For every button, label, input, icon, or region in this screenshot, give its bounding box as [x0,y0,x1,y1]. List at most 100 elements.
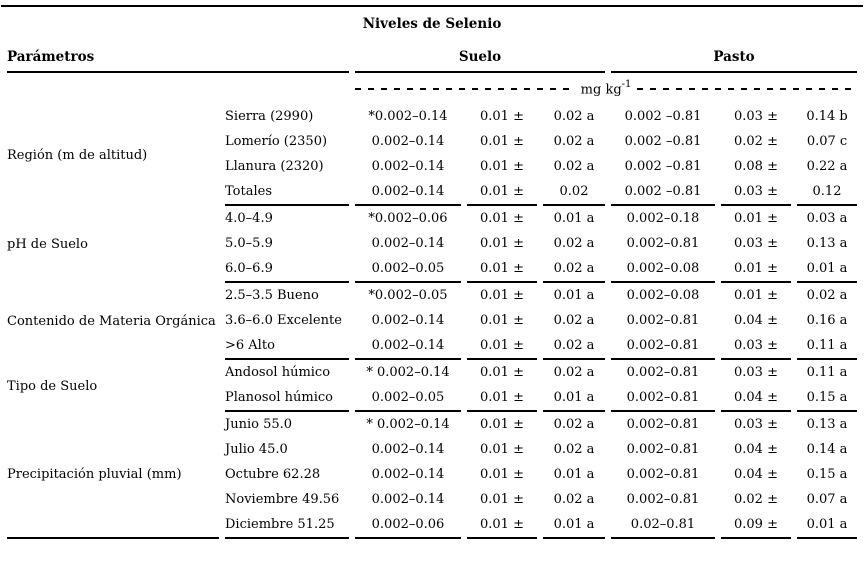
unit-text: mg kg [580,82,622,98]
cell-suelo-mean: 0.01 ± [480,467,524,482]
cell-suelo-range: 0.002–0.14 [371,134,445,149]
cell-suelo-range: 0.002–0.14 [371,159,445,174]
cell-suelo-range: *0.002–0.06 [368,211,448,226]
cell-pasto-range: 0.002–0.81 [626,365,700,380]
cell-sub-param: Andosol húmico [225,365,331,380]
cell-suelo-mean: 0.01 ± [467,512,537,539]
cell-suelo-sd: 0.02 a [553,134,595,149]
cell-suelo-mean: 0.01 ± [480,417,524,432]
cell-pasto-range: 0.002–0.81 [626,417,700,432]
units-cell: mg kg-1 [355,73,858,104]
cell-pasto-sd: 0.11 a [806,365,848,380]
cell-suelo-sd: 0.01 a [543,385,605,412]
cell-pasto-range: 0.02–0.81 [611,512,715,539]
unit-exponent: -1 [621,78,632,90]
cell-sub-param: >6 Alto [225,333,349,360]
dashed-rule-left [355,88,575,91]
cell-suelo-mean: 0.01 ± [467,179,537,206]
cell-suelo-mean: 0.01 ± [480,211,524,226]
cell-sub-param: Noviembre 49.56 [225,492,340,507]
cell-sub-param: Sierra (2990) [225,109,314,124]
cell-pasto-sd: 0.01 a [797,512,858,539]
cell-pasto-sd: 0.13 a [806,417,848,432]
cell-suelo-mean: 0.01 ± [480,236,524,251]
cell-suelo-mean: 0.01 ± [480,109,524,124]
column-header-row: Parámetros Suelo Pasto [7,38,858,73]
cell-pasto-mean: 0.01 ± [734,288,778,303]
cell-suelo-mean: 0.01 ± [480,442,524,457]
cell-suelo-range: *0.002–0.14 [368,109,448,124]
table-row: Noviembre 49.56 0.002–0.14 0.01 ± 0.02 a 0.0… [7,487,857,512]
cell-pasto-sd: 0.14 b [806,109,848,124]
cell-suelo-sd: 0.02 a [543,256,605,283]
cell-pasto-mean: 0.03 ± [734,417,778,432]
table-row: Julio 45.0 0.002–0.14 0.01 ± 0.02 a 0.002–0.… [7,437,857,462]
table-row: Tipo de Suelo Andosol húmico * 0.002–0.14 0… [7,360,857,393]
cell-suelo-sd: 0.02 a [543,333,605,360]
cell-suelo-range: * 0.002–0.14 [366,417,450,432]
table-title-row: Niveles de Selenio [7,7,857,38]
cell-suelo-sd: 0.02 a [553,109,595,124]
cell-pasto-mean: 0.08 ± [734,159,778,174]
cell-pasto-range: 0.002–0.81 [626,492,700,507]
cell-suelo-range: 0.002–0.14 [371,313,445,328]
cell-sub-param: Totales [225,179,349,206]
table-row: Octubre 62.28 0.002–0.14 0.01 ± 0.01 a 0.002… [7,462,857,487]
cell-suelo-sd: 0.02 a [553,313,595,328]
cell-pasto-mean: 0.04 ± [734,313,778,328]
cell-pasto-sd: 0.22 a [806,159,848,174]
cell-pasto-mean: 0.03 ± [734,109,778,124]
table-row: Lomerío (2350) 0.002–0.14 0.01 ± 0.02 a 0.00… [7,129,857,154]
cell-pasto-mean: 0.03 ± [721,333,791,360]
table-body: Región (m de altitud) Sierra (2990) *0.002… [7,104,858,539]
cell-pasto-mean: 0.02 ± [734,134,778,149]
cell-pasto-range: 0.002–0.81 [626,467,700,482]
cell-suelo-range: 0.002–0.14 [371,442,445,457]
units-row: mg kg-1 [7,73,858,104]
cell-sub-param: 6.0–6.9 [225,256,349,283]
cell-suelo-mean: 0.01 ± [480,313,524,328]
cell-pasto-mean: 0.04 ± [734,442,778,457]
cell-pasto-range: 0.002–0.81 [626,236,700,251]
cell-suelo-mean: 0.01 ± [480,134,524,149]
cell-pasto-mean: 0.01 ± [721,256,791,283]
cell-pasto-mean: 0.01 ± [734,211,778,226]
cell-suelo-mean: 0.01 ± [480,159,524,174]
param-group-label: Tipo de Suelo [7,378,98,394]
table-row: Precipitación pluvial (mm) Junio 55.0 * 0.… [7,412,857,539]
unit-label: mg kg-1 [575,78,638,98]
cell-suelo-range: 0.002–0.05 [355,385,461,412]
cell-pasto-sd: 0.15 a [797,385,858,412]
col-header-pasto: Pasto [611,38,858,73]
param-group-label: Precipitación pluvial (mm) [7,412,219,539]
cell-suelo-sd: 0.02 [543,179,605,206]
cell-pasto-mean: 0.09 ± [721,512,791,539]
cell-sub-param: Julio 45.0 [225,442,288,457]
cell-pasto-mean: 0.03 ± [734,365,778,380]
cell-suelo-sd: 0.02 a [553,365,595,380]
selenium-levels-table: Niveles de Selenio Parámetros Suelo Past… [1,5,864,539]
cell-pasto-range: 0.002–0.81 [626,442,700,457]
cell-pasto-mean: 0.03 ± [721,179,791,206]
cell-pasto-range: 0.002–0.81 [626,313,700,328]
cell-suelo-mean: 0.01 ± [467,333,537,360]
cell-pasto-sd: 0.16 a [806,313,848,328]
cell-pasto-range: 0.002–0.18 [626,211,700,226]
cell-suelo-sd: 0.01 a [553,288,595,303]
table-row: Planosol húmico 0.002–0.05 0.01 ±0.01 a 0.0… [7,385,858,412]
cell-pasto-range: 0.002 –0.81 [624,134,702,149]
dashed-rule-right [637,88,858,91]
cell-suelo-range: 0.002–0.14 [371,236,445,251]
table-row: Totales 0.002–0.14 0.01 ±0.02 0.002 –0.81 0.… [7,179,858,206]
cell-pasto-sd: 0.14 a [806,442,848,457]
cell-sub-param: Lomerío (2350) [225,134,328,149]
table-row: 6.0–6.9 0.002–0.05 0.01 ±0.02 a 0.002–0.08 0… [7,256,858,283]
cell-suelo-range: 0.002–0.06 [355,512,461,539]
table-row: Contenido de Materia Orgánica 2.5–3.5 Bue… [7,283,857,328]
cell-pasto-sd: 0.07 a [806,492,848,507]
cell-sub-param: 2.5–3.5 Bueno [225,288,319,303]
table-title: Niveles de Selenio [362,16,502,33]
cell-suelo-range: 0.002–0.14 [355,333,461,360]
cell-suelo-range: * 0.002–0.14 [366,365,450,380]
